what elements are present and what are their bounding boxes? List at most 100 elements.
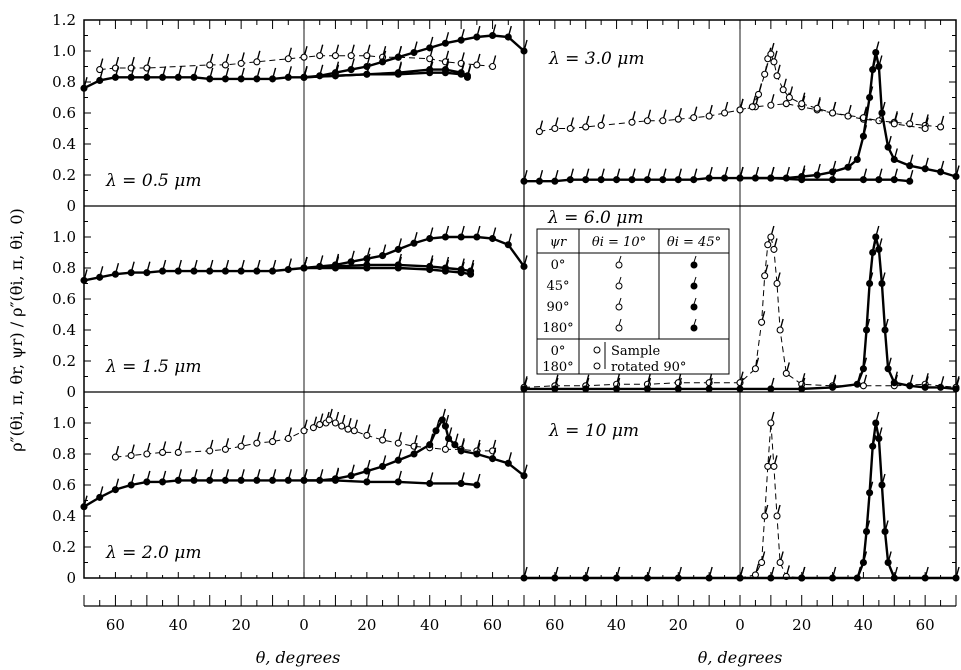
data-point	[284, 47, 292, 63]
data-point	[451, 433, 459, 449]
data-point	[325, 408, 333, 424]
y-tick-label: 1.0	[52, 414, 76, 432]
data-point	[426, 258, 434, 274]
data-point	[770, 455, 778, 470]
data-point	[111, 445, 120, 461]
data-point	[127, 473, 135, 489]
data-point	[190, 259, 198, 275]
y-tick-label: 0.4	[52, 507, 76, 525]
data-point	[748, 95, 757, 111]
data-point	[770, 238, 778, 253]
data-point	[736, 166, 744, 182]
data-point	[859, 374, 868, 390]
data-point	[206, 439, 214, 455]
data-point	[776, 551, 784, 567]
data-point	[394, 63, 402, 78]
data-point	[937, 160, 945, 176]
data-point	[426, 433, 434, 449]
x-tick-label: 20	[792, 616, 811, 634]
data-point	[906, 170, 914, 185]
data-point	[363, 459, 371, 475]
data-point	[764, 455, 772, 470]
data-point	[237, 469, 245, 484]
data-point	[937, 115, 945, 131]
data-point	[884, 357, 892, 373]
data-point	[767, 166, 775, 182]
data-point	[394, 470, 402, 486]
data-point	[410, 442, 418, 458]
data-point	[96, 69, 104, 84]
data-point	[394, 431, 402, 447]
legend-box: λ = 6.0 μm ψr θi = 10° θi = 45° 0° 45° 90° 180°…	[536, 208, 730, 375]
data-point	[875, 168, 883, 184]
data-point	[767, 42, 775, 58]
data-point	[761, 504, 769, 520]
data-point	[347, 250, 355, 266]
data-point	[952, 165, 960, 181]
data-point	[221, 259, 230, 275]
data-point	[347, 44, 355, 60]
data-point	[269, 259, 277, 275]
data-point	[785, 86, 794, 102]
legend-rotated-row: 180°	[542, 360, 573, 375]
data-point	[859, 551, 868, 567]
data-point	[853, 148, 861, 164]
data-point	[159, 259, 167, 275]
data-point	[798, 377, 806, 393]
data-point	[779, 78, 787, 94]
data-point	[127, 261, 135, 277]
data-point	[441, 32, 450, 47]
data-point	[582, 566, 590, 582]
figure-frame	[83, 19, 957, 607]
data-point	[174, 66, 182, 81]
data-point	[221, 438, 230, 453]
data-point	[457, 225, 465, 241]
data-point	[773, 272, 781, 288]
data-point	[504, 452, 512, 467]
data-point	[269, 430, 277, 446]
y-tick-label: 0.6	[52, 104, 76, 122]
data-point	[394, 46, 402, 61]
data-point	[426, 61, 434, 77]
wavelength-label: λ = 2.0 μm	[105, 543, 201, 563]
y-tick-label: 1.0	[52, 42, 76, 60]
legend-filled-marker	[690, 324, 698, 332]
data-point	[394, 238, 402, 253]
data-point	[520, 566, 528, 582]
data-point	[143, 470, 151, 486]
data-point	[659, 109, 667, 125]
y-tick-label: 1.2	[52, 11, 76, 29]
y-tick-label: 0.2	[52, 166, 76, 184]
legend-rotated-note: rotated 90°	[611, 360, 686, 375]
data-point	[206, 469, 214, 484]
data-point	[921, 566, 929, 582]
data-point	[143, 261, 151, 277]
data-point	[269, 67, 277, 83]
x-tick-label: 60	[106, 616, 125, 634]
tick-labels: 1.2 1.0 0.8 0.6 0.4 0.2 0 1.0 0.8 0.6 0.4 0.2 0 1.0 0.…	[52, 11, 935, 634]
data-point	[878, 272, 886, 288]
data-point	[190, 469, 198, 484]
data-point	[881, 318, 889, 334]
y-tick-label: 0.4	[52, 135, 76, 153]
data-point	[921, 376, 929, 391]
data-point	[866, 481, 874, 497]
data-point	[426, 36, 434, 52]
data-point	[921, 157, 929, 173]
y-tick-label: 0.8	[52, 445, 76, 463]
y-tick-label: 0.6	[52, 476, 76, 494]
data-point	[489, 55, 497, 71]
data-point	[798, 92, 806, 108]
data-point	[952, 566, 960, 582]
data-point	[143, 66, 151, 81]
data-point	[859, 168, 868, 184]
data-point	[773, 64, 781, 80]
data-point	[127, 444, 135, 460]
data-point	[872, 411, 880, 427]
data-point	[111, 263, 120, 278]
data-point	[316, 413, 324, 429]
series-line	[739, 422, 802, 579]
y-axis-label: ρ″(θi, π, θr, ψr) / ρ″(θi, π, θi, 0)	[7, 208, 26, 452]
data-point	[441, 61, 450, 77]
x-tick-label: 40	[854, 616, 873, 634]
